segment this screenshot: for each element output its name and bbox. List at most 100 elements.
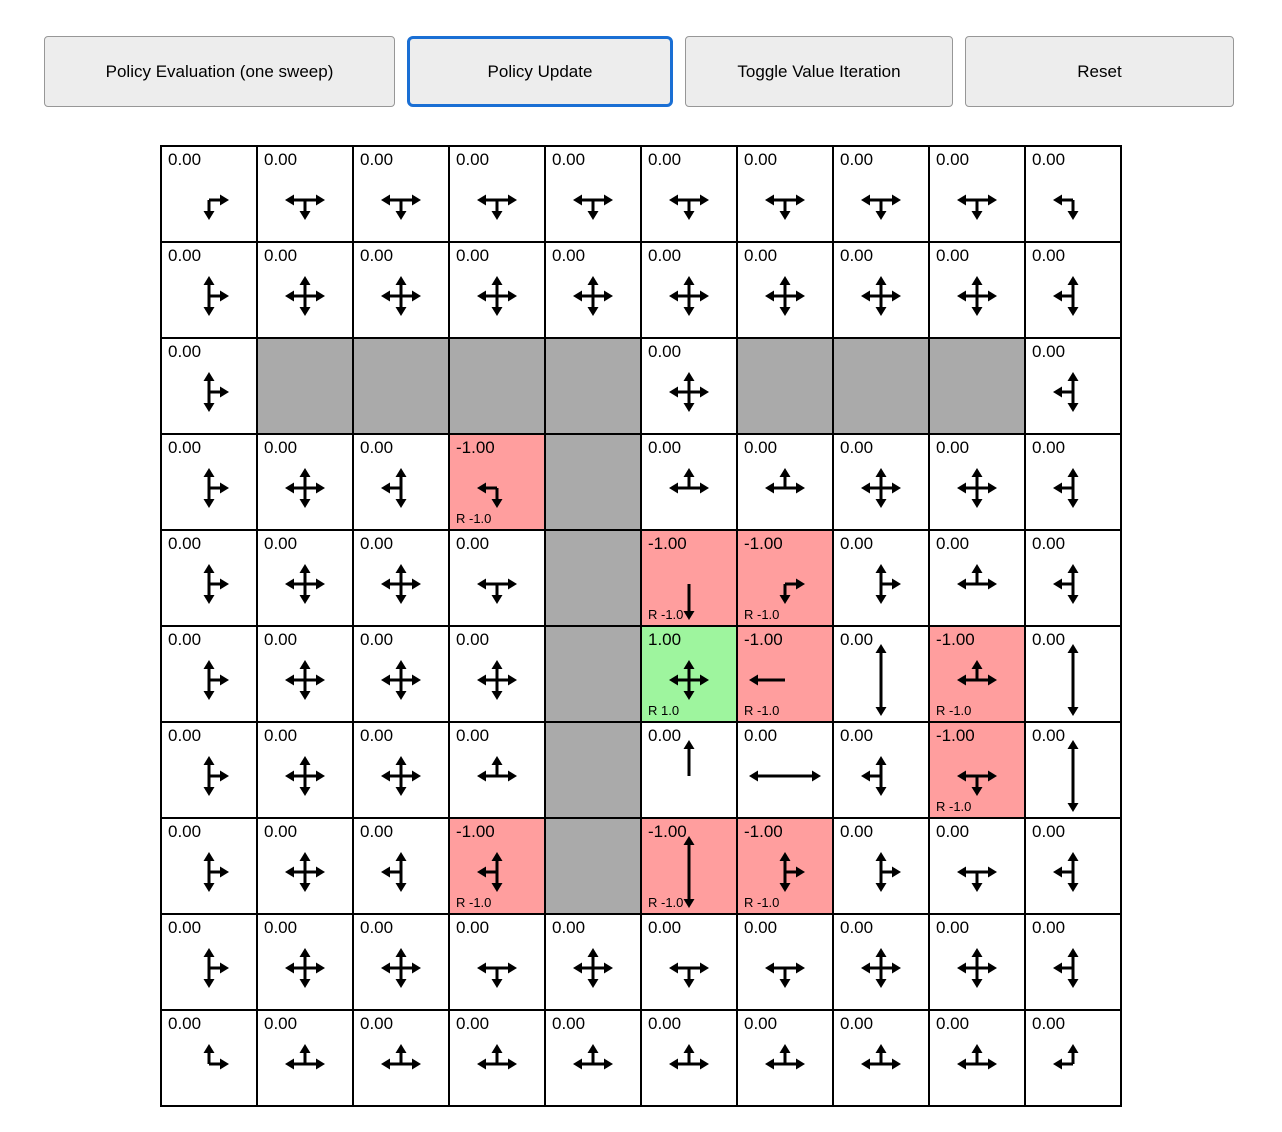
policy-arrows-icon xyxy=(669,372,709,412)
grid-cell: -1.00 R -1.0 xyxy=(737,530,833,626)
policy-arrows-icon xyxy=(765,468,805,494)
grid-cell: 0.00 xyxy=(257,242,353,338)
grid-cell: 0.00 xyxy=(929,530,1025,626)
cell-value: 0.00 xyxy=(168,630,202,649)
cell-value: 0.00 xyxy=(456,918,490,937)
policy-arrows-icon xyxy=(203,660,229,700)
toggle-value-iteration-button[interactable]: Toggle Value Iteration xyxy=(685,36,953,107)
grid-cell: 0.00 xyxy=(353,722,449,818)
wall-cell xyxy=(545,338,641,434)
grid-cell: 0.00 xyxy=(929,146,1025,242)
reward-label: R 1.0 xyxy=(648,703,680,718)
policy-arrows-icon xyxy=(203,564,229,604)
policy-evaluation-button[interactable]: Policy Evaluation (one sweep) xyxy=(44,36,395,107)
reward-label: R -1.0 xyxy=(744,607,780,622)
cell-value: 0.00 xyxy=(456,246,490,265)
policy-arrows-icon xyxy=(285,276,325,316)
grid-cell: -1.00 R -1.0 xyxy=(641,818,737,914)
cell-value: 0.00 xyxy=(360,630,394,649)
policy-arrows-icon xyxy=(957,1044,997,1070)
policy-arrows-icon xyxy=(1067,740,1079,812)
cell-value: 0.00 xyxy=(264,246,298,265)
cell-value: 0.00 xyxy=(936,534,970,553)
grid-cell: 0.00 xyxy=(545,1010,641,1106)
policy-arrows-icon xyxy=(381,276,421,316)
cell-value: 0.00 xyxy=(1032,1014,1066,1033)
reset-button[interactable]: Reset xyxy=(965,36,1234,107)
policy-update-button[interactable]: Policy Update xyxy=(407,36,673,107)
grid-cell: 0.00 xyxy=(641,722,737,818)
policy-arrows-icon xyxy=(203,948,229,988)
wall-cell xyxy=(545,722,641,818)
policy-arrows-icon xyxy=(381,468,407,508)
policy-arrows-icon xyxy=(779,852,805,892)
cell-value: 0.00 xyxy=(168,918,202,937)
grid-cell: 0.00 xyxy=(161,338,257,434)
policy-arrows-icon xyxy=(861,756,887,796)
policy-arrows-icon xyxy=(957,194,997,220)
grid-cell: 0.00 xyxy=(161,818,257,914)
policy-arrows-icon xyxy=(875,852,901,892)
policy-arrows-icon xyxy=(765,962,805,988)
reward-label: R -1.0 xyxy=(936,703,972,718)
policy-arrows-icon xyxy=(1053,948,1079,988)
cell-value: 0.00 xyxy=(456,534,490,553)
grid-cell: 0.00 xyxy=(161,530,257,626)
reward-label: R -1.0 xyxy=(744,703,780,718)
cell-value: 0.00 xyxy=(1032,150,1066,169)
policy-arrows-icon xyxy=(669,1044,709,1070)
cell-value: -1.00 xyxy=(744,534,783,553)
grid-cell: 0.00 xyxy=(161,242,257,338)
grid-cell: 0.00 xyxy=(449,626,545,722)
cell-value: 0.00 xyxy=(840,822,874,841)
policy-arrows-icon xyxy=(683,836,695,908)
policy-arrows-icon xyxy=(861,468,901,508)
policy-arrows-icon xyxy=(779,578,805,604)
cell-value: 0.00 xyxy=(264,918,298,937)
cell-value: 0.00 xyxy=(168,150,202,169)
grid-cell: 1.00 R 1.0 xyxy=(641,626,737,722)
grid-cell: 0.00 xyxy=(257,914,353,1010)
cell-value: 0.00 xyxy=(264,726,298,745)
policy-arrows-icon xyxy=(861,948,901,988)
grid-cell: 0.00 xyxy=(257,146,353,242)
cell-value: 0.00 xyxy=(1032,822,1066,841)
policy-arrows-icon xyxy=(861,276,901,316)
policy-arrows-icon xyxy=(203,194,229,220)
wall-cell xyxy=(737,338,833,434)
policy-arrows-icon xyxy=(573,948,613,988)
grid-cell: 0.00 xyxy=(1025,434,1121,530)
cell-value: 0.00 xyxy=(744,246,778,265)
grid-cell: 0.00 xyxy=(449,242,545,338)
grid-cell: -1.00 R -1.0 xyxy=(449,818,545,914)
policy-arrows-icon xyxy=(381,660,421,700)
cell-value: 0.00 xyxy=(840,438,874,457)
grid-cell: 0.00 xyxy=(1025,818,1121,914)
grid-cell: 0.00 xyxy=(737,146,833,242)
grid-cell: -1.00 R -1.0 xyxy=(641,530,737,626)
policy-arrows-icon xyxy=(861,1044,901,1070)
policy-arrows-icon xyxy=(669,468,709,494)
policy-arrows-icon xyxy=(573,194,613,220)
grid-cell: 0.00 xyxy=(833,1010,929,1106)
policy-arrows-icon xyxy=(749,770,821,782)
cell-value: -1.00 xyxy=(648,822,687,841)
grid-cell: 0.00 xyxy=(737,1010,833,1106)
cell-value: 0.00 xyxy=(360,438,394,457)
grid-cell: 0.00 xyxy=(737,434,833,530)
cell-value: 0.00 xyxy=(168,1014,202,1033)
reward-label: R -1.0 xyxy=(936,799,972,814)
cell-value: 0.00 xyxy=(936,246,970,265)
policy-arrows-icon xyxy=(203,756,229,796)
policy-arrows-icon xyxy=(203,852,229,892)
policy-arrows-icon xyxy=(203,276,229,316)
cell-value: 0.00 xyxy=(264,630,298,649)
policy-arrows-icon xyxy=(203,372,229,412)
policy-arrows-icon xyxy=(381,194,421,220)
wall-cell xyxy=(449,338,545,434)
grid-cell: 0.00 xyxy=(257,626,353,722)
cell-value: 0.00 xyxy=(648,1014,682,1033)
cell-value: 0.00 xyxy=(1032,438,1066,457)
cell-value: 0.00 xyxy=(264,150,298,169)
grid-cell: 0.00 xyxy=(833,146,929,242)
